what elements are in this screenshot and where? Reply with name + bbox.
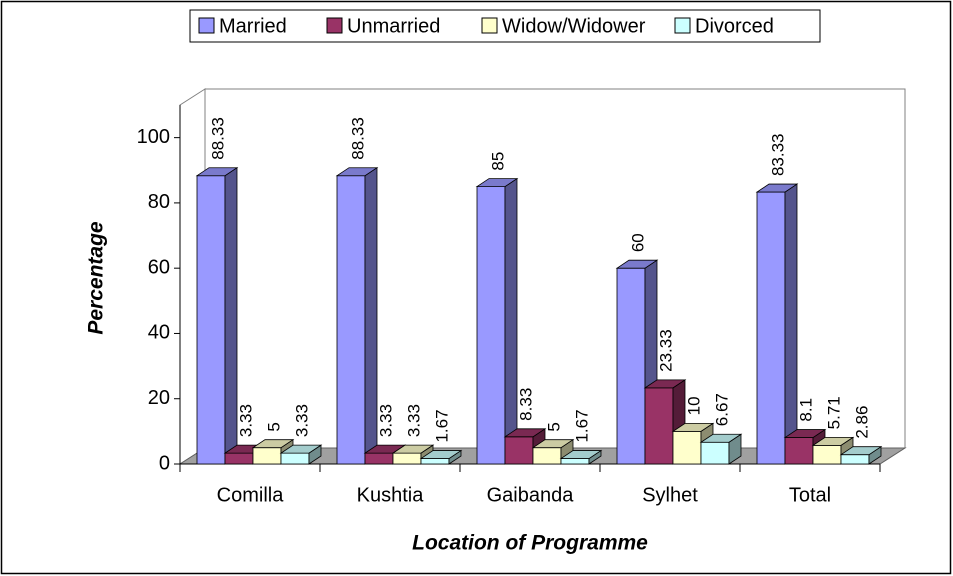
legend-swatch [326, 17, 343, 34]
bar-front [700, 441, 730, 465]
y-tick-label: 20 [148, 387, 170, 409]
y-tick-label: 80 [148, 191, 170, 213]
x-tick-label: Total [789, 484, 831, 506]
bar-front [224, 452, 254, 465]
bar-front [280, 452, 310, 465]
bar-front [616, 267, 646, 465]
value-label: 88.33 [348, 117, 367, 160]
bar [755, 183, 799, 465]
y-axis-title: Percentage [85, 221, 108, 335]
legend-label: Widow/Widower [502, 15, 646, 37]
bar-top [391, 444, 435, 454]
bar-top [195, 167, 239, 177]
legend-label: Married [219, 15, 287, 37]
back-wall [204, 88, 906, 449]
bar-top [755, 183, 799, 193]
bar-front [252, 447, 282, 465]
bar-top [839, 446, 883, 456]
legend-swatch [674, 17, 691, 34]
bar-front [784, 437, 814, 465]
value-label: 3.33 [376, 404, 395, 437]
bar-top [475, 178, 519, 187]
bar-front [196, 175, 226, 465]
bar-side [364, 166, 378, 465]
bar-top [643, 379, 687, 389]
bar-front [840, 454, 870, 465]
value-label: 3.33 [404, 404, 423, 437]
bar-top [251, 439, 295, 449]
bar-front [364, 452, 394, 465]
bar-top [811, 436, 855, 446]
bar-top [419, 450, 463, 459]
bar-top [335, 167, 379, 177]
bar-front [812, 444, 842, 465]
legend-swatch [198, 17, 215, 34]
x-tick-label: Comilla [217, 484, 285, 506]
value-label: 85 [488, 152, 507, 171]
bar-front [420, 458, 450, 465]
bar [699, 433, 743, 465]
x-tick-label: Sylhet [642, 484, 698, 506]
legend-swatch [481, 17, 498, 34]
bar-top [503, 428, 547, 438]
bar-side [784, 183, 798, 465]
bar-front [560, 458, 590, 465]
value-label: 5.71 [824, 396, 843, 429]
value-label: 60 [628, 233, 647, 252]
y-tick-label: 100 [137, 126, 170, 148]
bar [475, 177, 519, 465]
value-label: 8.33 [516, 388, 535, 421]
bar-front [756, 191, 786, 465]
bar [279, 444, 323, 465]
bar [419, 449, 463, 465]
bar-top [615, 259, 659, 269]
bar [643, 379, 687, 465]
bar-front [672, 430, 702, 465]
bar [559, 449, 603, 465]
value-label: 5 [544, 422, 563, 431]
legend-label: Divorced [695, 15, 774, 37]
bar-top [671, 422, 715, 432]
value-label: 23.33 [656, 329, 675, 372]
bar-top [531, 439, 575, 449]
y-tick-label: 40 [148, 322, 170, 344]
legend-box [189, 9, 821, 43]
bar-side [504, 177, 518, 465]
bar [839, 445, 883, 465]
value-label: 3.33 [292, 404, 311, 437]
bar-top [559, 450, 603, 459]
bar-top [699, 433, 743, 443]
value-label: 83.33 [768, 133, 787, 176]
bar-front [476, 186, 506, 465]
x-tick-label: Gaibanda [487, 484, 575, 506]
legend: Married Unmarried Widow/Widower Divorced [189, 9, 821, 43]
x-tick-label: Kushtia [357, 484, 425, 506]
x-axis-title: Location of Programme [412, 532, 648, 555]
legend-label: Unmarried [347, 15, 440, 37]
bar-front [532, 447, 562, 465]
bar-top [783, 429, 827, 438]
value-label: 1.67 [572, 409, 591, 442]
value-label: 88.33 [208, 117, 227, 160]
bar-top [279, 444, 323, 454]
value-label: 1.67 [432, 409, 451, 442]
value-label: 6.67 [712, 393, 731, 426]
bar-front [644, 387, 674, 465]
bar [531, 438, 575, 465]
value-label: 2.86 [852, 406, 871, 439]
value-label: 5 [264, 422, 283, 431]
y-tick-label: 60 [148, 256, 170, 278]
y-tick-label: 0 [159, 452, 170, 474]
value-label: 8.1 [796, 398, 815, 422]
bar-front [392, 452, 422, 465]
bar [335, 166, 379, 465]
value-label: 3.33 [236, 404, 255, 437]
bar-front [504, 436, 534, 465]
value-label: 10 [684, 396, 703, 415]
bar [195, 166, 239, 465]
bar-side [224, 166, 238, 465]
bar-front [336, 175, 366, 465]
